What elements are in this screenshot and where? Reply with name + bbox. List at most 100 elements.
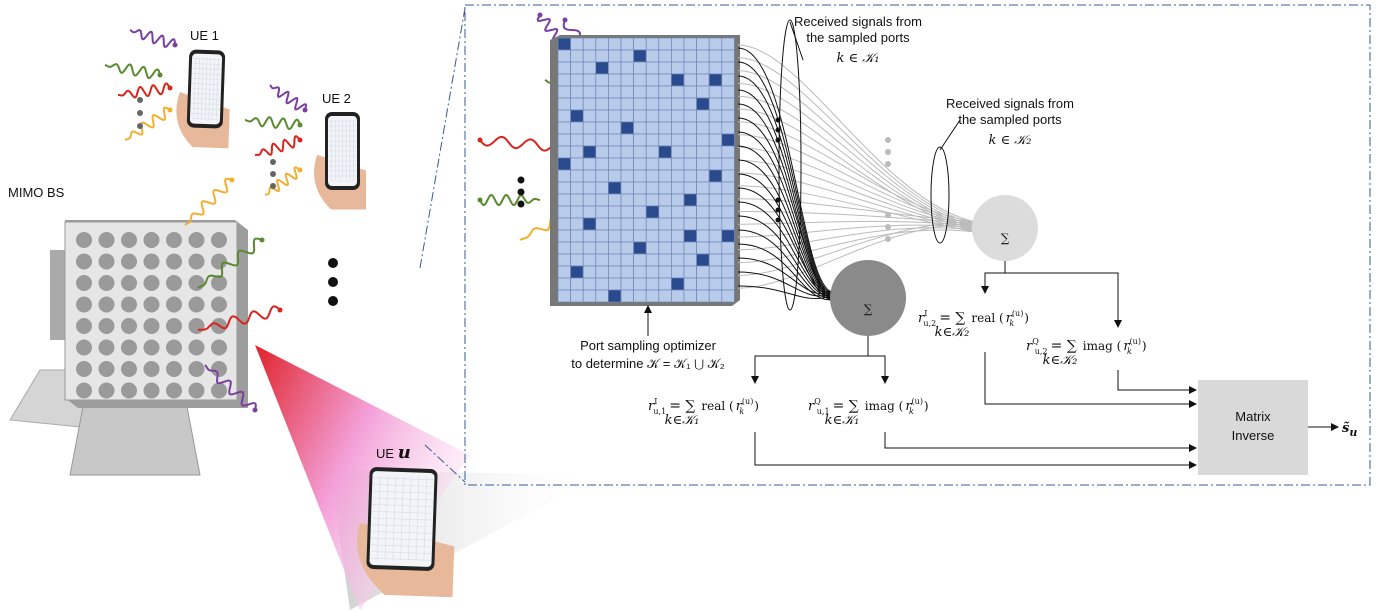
port <box>646 122 659 134</box>
port <box>634 290 647 302</box>
port <box>697 266 710 278</box>
port <box>684 242 697 254</box>
port <box>646 278 659 290</box>
port <box>671 134 684 146</box>
formula-part: = ∑ <box>1051 338 1077 354</box>
sum-symbol: ∑ <box>864 302 873 316</box>
port <box>596 182 609 194</box>
port <box>621 146 634 158</box>
ue-label: UE 2 <box>322 91 351 106</box>
ellipsis-dot <box>270 159 276 165</box>
port <box>671 98 684 110</box>
port <box>596 266 609 278</box>
port <box>621 290 634 302</box>
port <box>646 98 659 110</box>
antenna <box>189 232 205 248</box>
port <box>709 50 722 62</box>
port <box>684 146 697 158</box>
port <box>659 50 672 62</box>
port <box>709 182 722 194</box>
port <box>646 50 659 62</box>
signal-line <box>738 122 975 222</box>
port <box>583 74 596 86</box>
port <box>722 170 735 182</box>
port <box>709 278 722 290</box>
port <box>583 134 596 146</box>
wave-head <box>173 43 178 48</box>
port <box>709 218 722 230</box>
port <box>596 38 609 50</box>
port <box>571 278 584 290</box>
block-label: Matrix <box>1235 409 1271 424</box>
port <box>684 86 697 98</box>
port <box>659 182 672 194</box>
port <box>583 170 596 182</box>
port <box>684 254 697 266</box>
port <box>634 230 647 242</box>
antenna <box>76 254 92 270</box>
port <box>646 194 659 206</box>
port <box>684 194 697 206</box>
port <box>571 38 584 50</box>
annotation: Port sampling optimizer <box>580 338 716 353</box>
port <box>558 50 571 62</box>
port <box>621 206 634 218</box>
port <box>684 74 697 86</box>
wave-head <box>563 18 568 23</box>
port <box>621 182 634 194</box>
ue-label: UE 1 <box>190 28 219 43</box>
port <box>671 50 684 62</box>
formula-under: k∈𝒦₁ <box>825 413 860 428</box>
annotation-math: to determine 𝒦 = 𝒦₁ ⋃ 𝒦₂ <box>571 356 725 371</box>
port <box>671 62 684 74</box>
port <box>684 206 697 218</box>
port <box>646 38 659 50</box>
port <box>621 110 634 122</box>
ellipsis-dot <box>137 110 143 116</box>
port <box>571 206 584 218</box>
formula-under: k∈𝒦₂ <box>935 325 970 340</box>
port <box>709 242 722 254</box>
port <box>646 254 659 266</box>
sum-node <box>830 260 906 336</box>
wave <box>265 167 300 195</box>
wave <box>270 85 306 110</box>
port <box>671 74 684 86</box>
port <box>608 74 621 86</box>
port <box>583 278 596 290</box>
antenna <box>211 297 227 313</box>
antenna <box>99 340 115 356</box>
port <box>709 266 722 278</box>
annotation: the sampled ports <box>958 112 1062 127</box>
port <box>621 86 634 98</box>
port <box>583 62 596 74</box>
port <box>558 158 571 170</box>
formula-part: ) <box>1142 339 1147 353</box>
port <box>621 50 634 62</box>
wave <box>105 64 160 78</box>
port <box>709 98 722 110</box>
port <box>596 254 609 266</box>
port <box>671 158 684 170</box>
port <box>697 62 710 74</box>
port <box>634 218 647 230</box>
antenna <box>144 383 160 399</box>
port <box>722 62 735 74</box>
ellipsis-dot <box>270 183 276 189</box>
formula-part: k <box>1009 319 1014 328</box>
port <box>583 98 596 110</box>
group-ellipse <box>931 147 949 243</box>
port <box>659 242 672 254</box>
antenna <box>121 318 137 334</box>
port <box>608 182 621 194</box>
signal-line <box>738 135 975 224</box>
port <box>571 134 584 146</box>
port <box>659 266 672 278</box>
port <box>671 242 684 254</box>
port <box>659 146 672 158</box>
port <box>646 290 659 302</box>
wave <box>130 30 175 47</box>
formula-under: k∈𝒦₂ <box>1043 353 1078 368</box>
wave-head <box>230 178 235 183</box>
port <box>709 86 722 98</box>
